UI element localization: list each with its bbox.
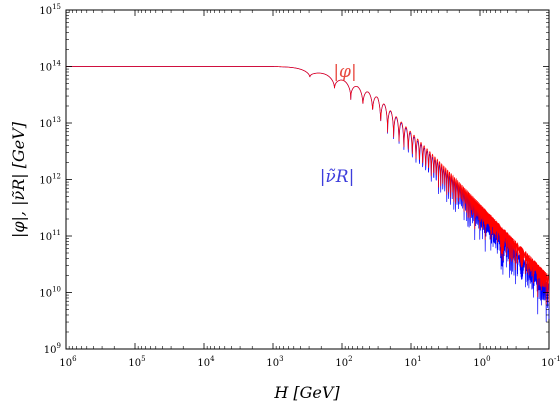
x-tick-label: 101 [404,355,421,369]
y-tick-label: 1014 [39,60,61,74]
y-tick-label: 1010 [39,286,61,300]
y-tick-label: 1013 [39,116,61,130]
y-tick-label: 1015 [39,3,61,17]
x-tick-label: 103 [266,355,283,369]
x-tick-label: 102 [335,355,352,369]
series-label-nuR: |ν̃R| [320,167,355,187]
x-tick-label: 10-1 [541,355,560,369]
x-axis-title: H [GeV] [273,383,340,402]
x-tick-label: 105 [128,355,145,369]
y-tick-labels: 109 1010 1011 1012 1013 1014 1015 [39,3,61,356]
curves [66,66,550,322]
x-tick-label: 104 [197,355,215,369]
x-tick-label: 106 [59,355,77,369]
x-tick-labels: 106 105 104 103 102 101 100 10-1 [59,355,560,369]
x-tick-label: 100 [473,355,490,369]
y-tick-label: 109 [44,342,61,356]
y-tick-label: 1012 [39,173,61,187]
series-line-nuR [66,66,550,322]
series-line-phi [66,66,550,305]
y-axis-title: |φ|, |ν̃R| [GeV] [9,121,28,238]
series-label-phi: |φ| [333,62,356,82]
y-tick-label: 1011 [39,229,61,243]
ticks [65,9,550,350]
plot-frame [65,9,550,350]
